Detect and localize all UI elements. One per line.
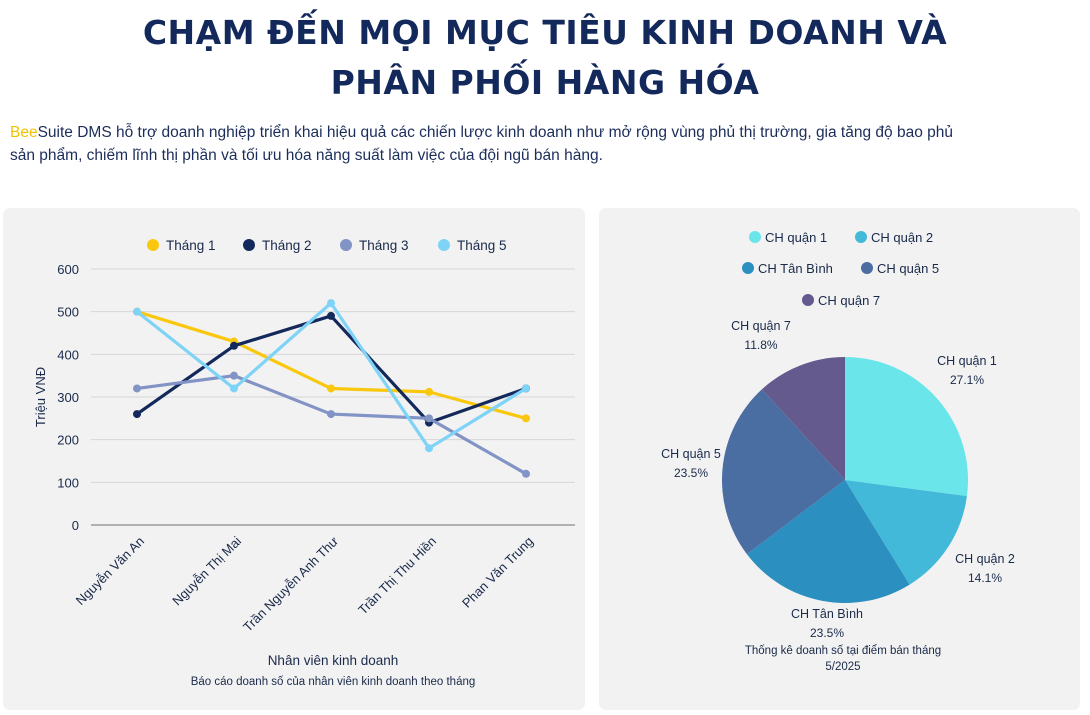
series-line-2 [135,314,528,425]
pie-caption-line-1: Thống kê doanh số tại điểm bán tháng [745,645,941,657]
pie-legend-marker-4 [861,262,873,274]
x-tick-label-5: Phan Văn Trung [459,534,536,611]
pie-slice-label-1: CH quận 1 [937,354,997,368]
legend-marker-2 [243,239,255,251]
page-title-line-1: CHẠM ĐẾN MỌI MỤC TIÊU KINH DOANH VÀ [142,13,948,52]
line-chart-card: Tháng 1 Tháng 2 Tháng 3 Tháng 5 0 100 200 300 40… [3,208,585,710]
legend-label-3: Tháng 3 [359,238,409,253]
pie-legend-label-5: CH quận 7 [818,293,880,308]
page-title: CHẠM ĐẾN MỌI MỤC TIÊU KINH DOANH VÀ PHÂN… [0,8,1090,108]
pie-slice-value-1: 27.1% [950,373,984,387]
y-tick-label-300: 300 [57,390,79,405]
legend-label-4: Tháng 5 [457,238,507,253]
data-point-s4-5 [522,384,530,393]
pie-legend-label-3: CH Tân Bình [758,261,833,276]
intro-line-1: BeeSuite DMS hỗ trợ doanh nghiệp triển k… [10,121,1090,144]
pie-legend-label-2: CH quận 2 [871,230,933,245]
y-axis-label: Triệu VNĐ [33,367,48,427]
chart-caption: Báo cáo doanh số của nhân viên kinh doan… [191,676,476,688]
pie-legend-label-4: CH quận 5 [877,261,939,276]
data-point-s3-5 [522,469,530,478]
data-point-s4-2 [230,384,238,393]
pie-chart: CH quận 1 CH quận 2 CH Tân Bình CH quận 5 CH… [661,230,1015,673]
pie-slice-1 [845,357,968,497]
page-title-line-2: PHÂN PHỐI HÀNG HÓA [330,63,760,102]
data-point-s3-2 [230,371,238,380]
data-point-s2-1 [133,410,141,419]
pie-slice-label-4: CH quận 5 [661,447,721,461]
data-point-s1-3 [327,384,335,393]
intro-paragraph: BeeSuite DMS hỗ trợ doanh nghiệp triển k… [10,121,1090,167]
y-tick-label-0: 0 [72,518,79,533]
data-point-s1-5 [522,414,530,423]
pie-slice-label-5: CH quận 7 [731,319,791,333]
legend-label-2: Tháng 2 [262,238,312,253]
data-point-s2-3 [327,311,335,320]
y-tick-label-600: 600 [57,262,79,277]
y-tick-label-100: 100 [57,475,79,490]
series-line-1 [135,310,528,420]
pie-slice-3 [746,480,910,603]
legend-marker-4 [438,239,450,251]
data-point-s2-2 [230,341,238,350]
pie-slice-4 [722,389,845,555]
y-tick-label-500: 500 [57,305,79,320]
data-point-s3-4 [425,414,433,423]
data-point-s1-4 [425,387,433,396]
x-tick-label-1: Nguyễn Văn An [73,534,148,609]
data-point-s3-3 [327,410,335,419]
x-tick-label-2: Nguyễn Thị Mai [169,533,244,608]
brand-bee-text: Bee [10,124,38,141]
pie-legend-marker-3 [742,262,754,274]
data-point-s4-3 [327,299,335,308]
y-tick-label-400: 400 [57,347,79,362]
pie-slice-5 [761,357,845,480]
pie-slice-value-4: 23.5% [674,466,708,480]
x-axis-label: Nhân viên kinh doanh [268,653,399,668]
line-chart: Tháng 1 Tháng 2 Tháng 3 Tháng 5 0 100 200 300 40… [33,238,575,688]
data-point-s4-1 [133,307,141,316]
pie-slice-2 [845,480,967,585]
data-point-s3-1 [133,384,141,393]
pie-slice-value-2: 14.1% [968,571,1002,585]
pie-slice-value-5: 11.8% [744,338,777,352]
pie-chart-card: CH quận 1 CH quận 2 CH Tân Bình CH quận 5 CH… [599,208,1080,710]
legend-marker-1 [147,239,159,251]
pie-legend-marker-2 [855,231,867,243]
pie-caption-line-2: 5/2025 [825,661,860,673]
intro-line-2: sản phẩm, chiếm lĩnh thị phần và tối ưu … [10,147,603,164]
data-point-s4-4 [425,444,433,453]
series-line-4 [135,301,528,450]
legend-marker-3 [340,239,352,251]
pie-legend-label-1: CH quận 1 [765,230,827,245]
pie-slice-label-3: CH Tân Bình [791,607,863,621]
intro-line-1-text: Suite DMS hỗ trợ doanh nghiệp triển khai… [37,124,953,141]
y-tick-label-200: 200 [57,433,79,448]
x-tick-label-3: Trần Nguyễn Anh Thư [240,533,341,634]
pie-legend-marker-5 [802,294,814,306]
pie-slice-value-3: 23.5% [810,626,844,640]
x-tick-label-4: Trần Thị Thu Hiền [355,534,439,618]
pie-legend-marker-1 [749,231,761,243]
legend-label-1: Tháng 1 [166,238,216,253]
pie-slice-label-2: CH quận 2 [955,552,1015,566]
